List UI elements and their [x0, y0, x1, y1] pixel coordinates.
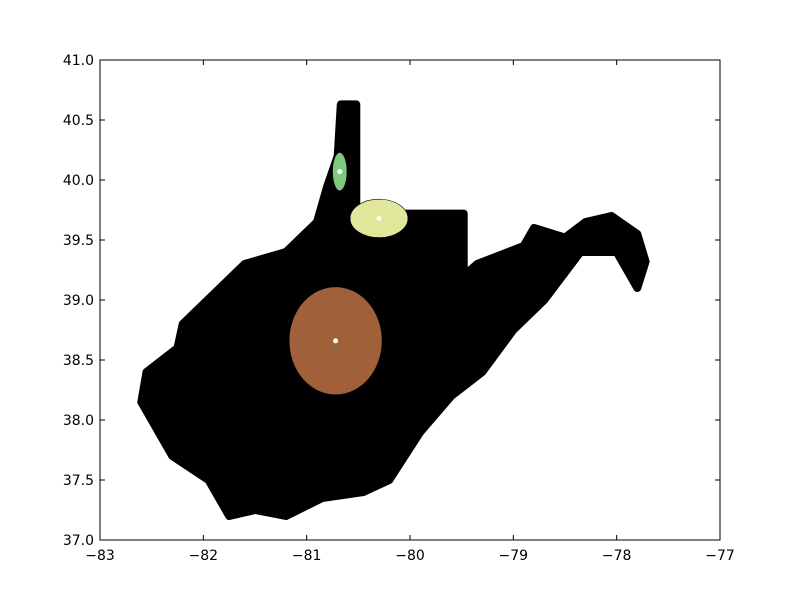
y-axis: 37.0 37.5 38.0 38.5 39.0 39.5 40.0 40.5 41.0 [63, 53, 720, 549]
centroid-1 [337, 169, 343, 175]
centroid-2 [376, 215, 382, 221]
y-tick-label: 40.5 [63, 113, 94, 129]
y-tick-label: 40.0 [63, 173, 94, 189]
y-tick-label: 39.0 [63, 293, 94, 309]
y-tick-label: 41.0 [63, 53, 94, 69]
x-tick-label: −82 [189, 548, 219, 564]
centroid-3 [333, 338, 339, 344]
background-points [137, 100, 650, 520]
x-tick-label: −80 [395, 548, 425, 564]
centroid-layer [333, 169, 382, 344]
x-tick-label: −81 [292, 548, 322, 564]
x-axis: −83 −82 −81 −80 −79 −78 −77 [85, 60, 735, 564]
x-tick-label: −79 [499, 548, 529, 564]
y-tick-label: 37.0 [63, 533, 94, 549]
x-tick-label: −83 [85, 548, 115, 564]
y-tick-label: 39.5 [63, 233, 94, 249]
x-tick-label: −78 [602, 548, 632, 564]
y-tick-label: 38.0 [63, 413, 94, 429]
points-layer [137, 100, 650, 520]
y-tick-label: 38.5 [63, 353, 94, 369]
y-tick-label: 37.5 [63, 473, 94, 489]
x-tick-label: −77 [705, 548, 735, 564]
